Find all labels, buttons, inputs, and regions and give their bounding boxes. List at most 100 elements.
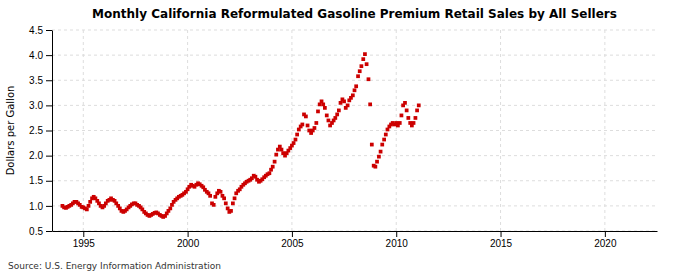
- tick-label: 1.0: [29, 201, 43, 212]
- plot-area: 1995 2000 2005 2010 2015 2020 0.5 1.0 1.5 2.0 2.5 3…: [29, 25, 657, 249]
- point: [342, 99, 346, 103]
- point: [219, 190, 223, 194]
- grid-line-y: [52, 105, 657, 106]
- x-axis: 1995 2000 2005 2010 2015 2020: [53, 231, 658, 249]
- tick-label: 1.5: [29, 175, 43, 186]
- chart-container: 1995 2000 2005 2010 2015 2020 0.5 1.0 1.5 2.0 2.5 3…: [0, 0, 675, 275]
- tick-label: 3.5: [29, 75, 43, 86]
- point: [377, 155, 381, 159]
- grid-line-x: [500, 30, 501, 231]
- point: [363, 52, 367, 56]
- grid-line-y: [52, 205, 657, 206]
- tick-mark: [46, 156, 52, 157]
- point: [417, 104, 421, 108]
- point: [358, 69, 362, 73]
- point: [208, 194, 212, 198]
- point: [306, 124, 310, 128]
- point: [325, 114, 329, 118]
- tick-mark: [46, 105, 52, 106]
- points: [61, 52, 421, 219]
- point: [353, 88, 357, 92]
- tick-mark: [396, 231, 397, 237]
- tick: 3.0: [29, 100, 52, 111]
- point: [85, 208, 89, 212]
- point: [398, 121, 402, 125]
- grid-line-y: [52, 55, 657, 56]
- point: [222, 196, 226, 200]
- point: [400, 114, 404, 118]
- tick-label: 4.5: [29, 25, 43, 36]
- tick: 2010: [386, 231, 409, 249]
- point: [346, 104, 350, 108]
- point: [88, 200, 92, 204]
- point: [295, 133, 299, 137]
- tick: 2005: [281, 231, 304, 249]
- point: [367, 77, 371, 81]
- tick-label: 2005: [281, 238, 304, 249]
- point: [351, 93, 355, 97]
- point: [300, 123, 304, 127]
- tick-mark: [292, 231, 293, 237]
- point: [403, 101, 407, 105]
- point: [335, 113, 339, 117]
- point: [229, 209, 233, 213]
- point: [292, 141, 296, 145]
- tick: 2.5: [29, 125, 52, 136]
- point: [361, 57, 365, 61]
- point: [314, 121, 318, 125]
- point: [213, 195, 217, 199]
- point: [273, 160, 277, 164]
- point: [406, 116, 410, 120]
- tick: 2020: [594, 231, 617, 249]
- tick-mark: [46, 181, 52, 182]
- tick: 2000: [177, 231, 200, 249]
- point: [384, 133, 388, 137]
- tick-mark: [46, 231, 52, 232]
- chart-svg: 1995 2000 2005 2010 2015 2020 0.5 1.0 1.5 2.0 2.5 3…: [0, 0, 675, 275]
- point: [415, 109, 419, 113]
- tick-mark: [83, 231, 84, 237]
- tick: 4.5: [29, 25, 52, 36]
- tick-mark: [501, 231, 502, 237]
- point: [337, 109, 341, 113]
- grid-line-y: [52, 80, 657, 81]
- point: [268, 171, 272, 175]
- point: [414, 116, 418, 120]
- point: [327, 119, 331, 123]
- point: [280, 148, 284, 152]
- tick-label: 2015: [490, 238, 513, 249]
- tick-label: 2.5: [29, 125, 43, 136]
- point: [368, 102, 372, 106]
- tick-mark: [605, 231, 606, 237]
- point: [313, 126, 317, 130]
- tick: 4.0: [29, 50, 52, 61]
- point: [87, 204, 91, 208]
- tick-label: 2000: [177, 238, 200, 249]
- point: [375, 160, 379, 164]
- tick: 1.0: [29, 201, 52, 212]
- tick: 1.5: [29, 175, 52, 186]
- point: [356, 74, 360, 78]
- point: [370, 143, 374, 147]
- grid-line-x: [187, 30, 188, 231]
- point: [373, 165, 377, 169]
- axis-line: [53, 231, 658, 232]
- point: [168, 207, 172, 211]
- tick-label: 4.0: [29, 50, 43, 61]
- point: [382, 138, 386, 142]
- tick-label: 0.5: [29, 226, 43, 237]
- point: [231, 201, 235, 205]
- grid-line-y: [52, 180, 657, 181]
- point: [405, 109, 409, 113]
- point: [339, 101, 343, 105]
- point: [233, 196, 237, 200]
- tick-label: 3.0: [29, 100, 43, 111]
- tick-mark: [46, 30, 52, 31]
- point: [226, 207, 230, 211]
- tick-label: 1995: [73, 238, 96, 249]
- tick-label: 2020: [594, 238, 617, 249]
- point: [354, 84, 358, 88]
- point: [212, 203, 216, 207]
- tick-label: 2.0: [29, 150, 43, 161]
- point: [271, 165, 275, 169]
